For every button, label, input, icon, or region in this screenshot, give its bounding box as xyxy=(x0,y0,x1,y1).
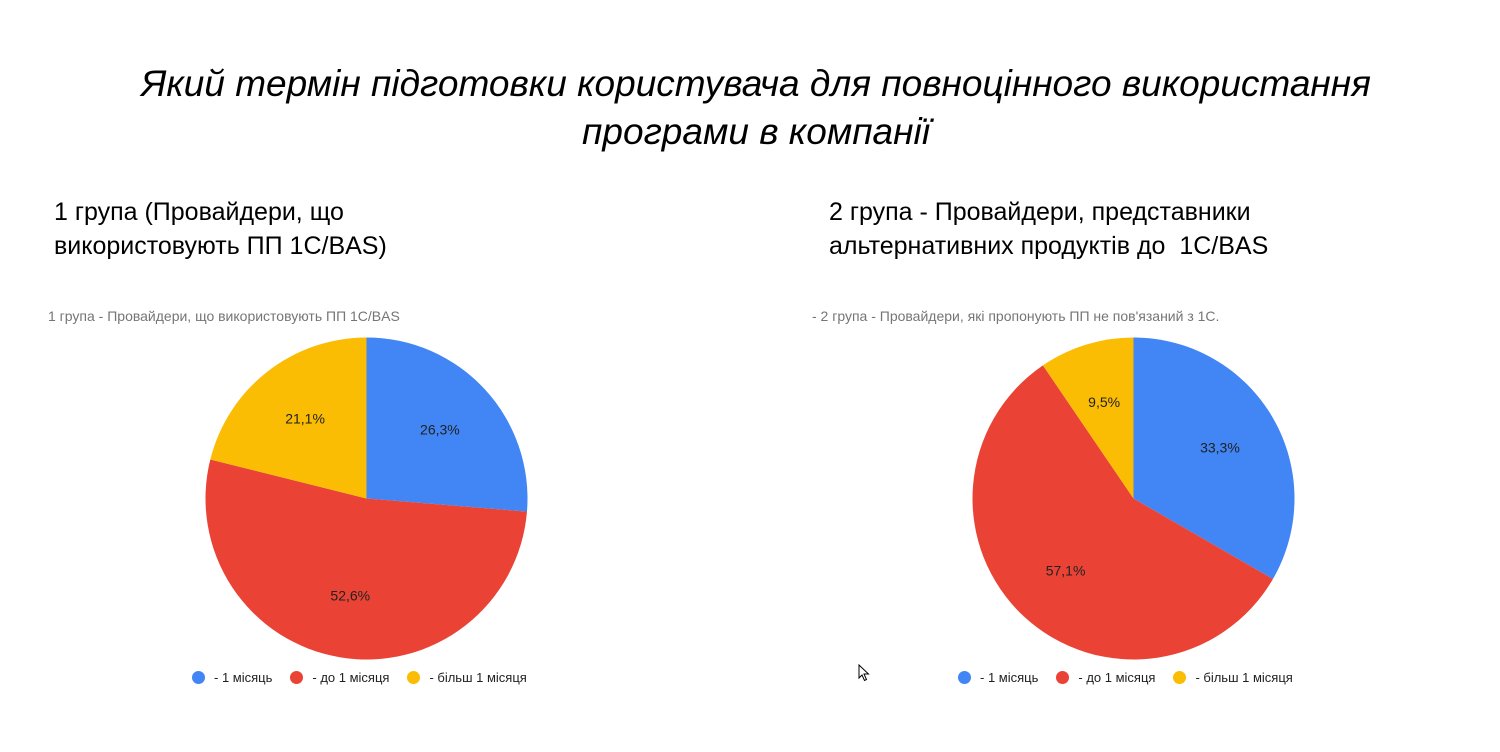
chart-2-legend: - 1 місяць - до 1 місяця - більш 1 місяц… xyxy=(958,670,1311,685)
pie-slice xyxy=(210,337,367,499)
legend-item: - до 1 місяця xyxy=(290,670,389,685)
group-1-heading-line-1: 1 група (Провайдери, що xyxy=(54,198,344,226)
legend-item: - 1 місяць xyxy=(958,670,1038,685)
chart-1-legend: - 1 місяць - до 1 місяця - більш 1 місяц… xyxy=(192,670,545,685)
legend-item: - 1 місяць xyxy=(192,670,272,685)
legend-swatch xyxy=(1056,671,1070,684)
legend-swatch xyxy=(958,671,971,684)
slide-title-line-2: програми в компанії xyxy=(582,111,930,152)
group-1-heading-line-2: використовують ПП 1С/BAS) xyxy=(54,232,387,260)
slide-title: Який термін підготовки користувача для п… xyxy=(0,60,1500,156)
legend-label: - 1 місяць xyxy=(214,670,273,685)
legend-label: - більш 1 місяця xyxy=(1195,670,1293,685)
legend-label: - до 1 місяця xyxy=(1078,670,1156,685)
slide-title-line-1: Який термін підготовки користувача для п… xyxy=(141,63,1371,104)
legend-item: - більш 1 місяця xyxy=(407,670,527,685)
slice-value-label: 9,5% xyxy=(1088,394,1120,410)
slice-value-label: 33,3% xyxy=(1200,439,1240,455)
pie-slice xyxy=(205,459,527,660)
legend-swatch xyxy=(290,671,304,684)
legend-swatch xyxy=(192,671,205,684)
chart-2-title: - 2 група - Провайдери, які пропонують П… xyxy=(812,308,1220,324)
pie-slice xyxy=(1042,337,1134,499)
legend-item: - більш 1 місяця xyxy=(1173,670,1293,685)
legend-item: - до 1 місяця xyxy=(1056,670,1155,685)
group-2-heading-line-2: альтернативних продуктів до 1С/BAS xyxy=(829,232,1269,260)
pie-slice xyxy=(972,365,1273,660)
slice-value-label: 57,1% xyxy=(1046,562,1086,578)
group-2-heading-line-1: 2 група - Провайдери, представники xyxy=(829,198,1251,226)
group-1-heading: 1 група (Провайдери, що використовують П… xyxy=(54,195,387,263)
slice-value-label: 21,1% xyxy=(285,411,325,427)
legend-swatch xyxy=(407,671,421,684)
legend-swatch xyxy=(1173,671,1187,684)
pie-slice xyxy=(1133,337,1295,579)
pie-chart-1: 26,3% 52,6% 21,1% xyxy=(205,337,528,660)
chart-1-title: 1 група - Провайдери, що використовують … xyxy=(48,308,400,324)
pie-slice xyxy=(366,337,528,512)
pie-chart-2: 33,3% 57,1% 9,5% xyxy=(972,337,1295,660)
legend-label: - до 1 місяця xyxy=(312,670,390,685)
mouse-pointer-icon xyxy=(858,664,870,682)
slice-value-label: 52,6% xyxy=(330,588,370,604)
group-2-heading: 2 група - Провайдери, представники альте… xyxy=(829,195,1268,263)
legend-label: - 1 місяць xyxy=(980,670,1039,685)
slice-value-label: 26,3% xyxy=(420,422,460,438)
legend-label: - більш 1 місяця xyxy=(429,670,527,685)
